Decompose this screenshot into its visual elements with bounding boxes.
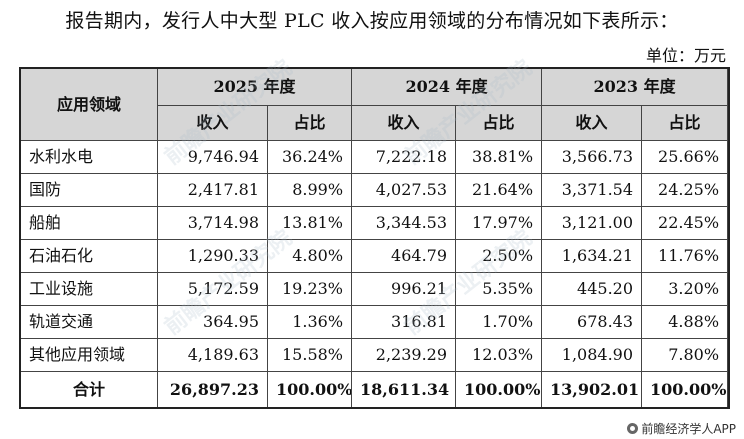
cell-share-2023: 24.25% — [641, 173, 729, 207]
row-category: 水利水电 — [20, 140, 158, 174]
cell-share-2025: 19.23% — [266, 272, 353, 306]
cell-income-2024: 464.79 — [351, 239, 457, 273]
plc-revenue-table: 应用领域 2025 年度 2024 年度 2023 年度 收入 占比 收入 占比… — [20, 68, 729, 409]
cell-income-2025: 4,189.63 — [157, 338, 268, 372]
table-row: 工业设施 5,172.59 19.23% 996.21 5.35% 445.20… — [20, 272, 729, 306]
header-income: 收入 — [157, 105, 268, 141]
row-category: 国防 — [20, 173, 158, 207]
intro-paragraph: 报告期内，发行人中大型 PLC 收入按应用领域的分布情况如下表所示： — [65, 10, 679, 32]
cell-income-2025: 9,746.94 — [157, 140, 268, 174]
cell-share-2025: 8.99% — [266, 173, 353, 207]
cell-share-2023: 7.80% — [641, 338, 729, 372]
cell-income-2023: 445.20 — [541, 272, 643, 306]
cell-income-2023: 1,084.90 — [541, 338, 643, 372]
header-income: 收入 — [541, 105, 643, 141]
cell-share-2024: 38.81% — [455, 140, 543, 174]
table-row: 轨道交通 364.95 1.36% 316.81 1.70% 678.43 4.… — [20, 305, 729, 339]
cell-income-2024: 3,344.53 — [351, 206, 457, 240]
table-row: 水利水电 9,746.94 36.24% 7,222.18 38.81% 3,5… — [20, 140, 729, 174]
header-row-metrics: 收入 占比 收入 占比 收入 占比 — [21, 105, 729, 141]
cell-income-2024: 316.81 — [351, 305, 457, 339]
cell-share-2024: 1.70% — [455, 305, 543, 339]
table-row: 船舶 3,714.98 13.81% 3,344.53 17.97% 3,121… — [20, 206, 729, 240]
cell-share-2023: 11.76% — [641, 239, 729, 273]
total-row: 合计 26,897.23 100.00% 18,611.34 100.00% 1… — [20, 371, 729, 409]
source-credit: 前瞻经济学人APP — [627, 420, 736, 437]
logo-icon — [627, 423, 639, 434]
cell-income-2024: 996.21 — [351, 272, 457, 306]
cell-share-2025: 4.80% — [266, 239, 353, 273]
total-share-2024: 100.00% — [455, 371, 543, 409]
cell-income-2025: 364.95 — [157, 305, 268, 339]
header-year-2025: 2025 年度 — [156, 68, 353, 106]
row-category: 轨道交通 — [20, 305, 158, 339]
unit-label: 单位：万元 — [645, 46, 726, 65]
cell-share-2023: 25.66% — [641, 140, 729, 174]
row-category: 船舶 — [20, 206, 158, 240]
header-share: 占比 — [641, 105, 729, 141]
row-category: 其他应用领域 — [20, 338, 158, 372]
cell-share-2023: 22.45% — [641, 206, 729, 240]
table-row: 国防 2,417.81 8.99% 4,027.53 21.64% 3,371.… — [20, 173, 729, 207]
credit-text: 前瞻经济学人APP — [641, 422, 736, 436]
header-income: 收入 — [351, 105, 457, 141]
row-category: 工业设施 — [20, 272, 158, 306]
cell-income-2024: 4,027.53 — [351, 173, 457, 207]
total-share-2023: 100.00% — [641, 371, 729, 409]
total-income-2023: 13,902.01 — [541, 371, 643, 409]
header-year-2023: 2023 年度 — [541, 68, 729, 106]
cell-income-2025: 1,290.33 — [157, 239, 268, 273]
cell-share-2024: 21.64% — [455, 173, 543, 207]
header-category: 应用领域 — [20, 68, 158, 141]
cell-income-2023: 678.43 — [541, 305, 643, 339]
cell-income-2025: 2,417.81 — [157, 173, 268, 207]
cell-income-2023: 1,634.21 — [541, 239, 643, 273]
cell-income-2023: 3,121.00 — [541, 206, 643, 240]
cell-share-2023: 3.20% — [641, 272, 729, 306]
table-row: 其他应用领域 4,189.63 15.58% 2,239.29 12.03% 1… — [20, 338, 729, 372]
cell-income-2025: 3,714.98 — [157, 206, 268, 240]
total-label: 合计 — [20, 371, 158, 409]
cell-share-2025: 1.36% — [266, 305, 353, 339]
header-share: 占比 — [455, 105, 543, 141]
cell-share-2024: 17.97% — [455, 206, 543, 240]
cell-share-2023: 4.88% — [641, 305, 729, 339]
total-income-2025: 26,897.23 — [157, 371, 268, 409]
total-share-2025: 100.00% — [266, 371, 353, 409]
table-row: 石油石化 1,290.33 4.80% 464.79 2.50% 1,634.2… — [20, 239, 729, 273]
cell-share-2025: 13.81% — [266, 206, 353, 240]
cell-income-2024: 2,239.29 — [351, 338, 457, 372]
cell-share-2025: 36.24% — [266, 140, 353, 174]
header-row-years: 应用领域 2025 年度 2024 年度 2023 年度 — [20, 68, 729, 141]
cell-income-2024: 7,222.18 — [351, 140, 457, 174]
cell-income-2023: 3,371.54 — [541, 173, 643, 207]
cell-share-2024: 2.50% — [455, 239, 543, 273]
cell-income-2025: 5,172.59 — [157, 272, 268, 306]
cell-share-2024: 12.03% — [455, 338, 543, 372]
total-income-2024: 18,611.34 — [351, 371, 457, 409]
header-year-2024: 2024 年度 — [351, 68, 543, 106]
cell-income-2023: 3,566.73 — [541, 140, 643, 174]
header-share: 占比 — [266, 105, 353, 141]
cell-share-2024: 5.35% — [455, 272, 543, 306]
row-category: 石油石化 — [20, 239, 158, 273]
cell-share-2025: 15.58% — [266, 338, 353, 372]
